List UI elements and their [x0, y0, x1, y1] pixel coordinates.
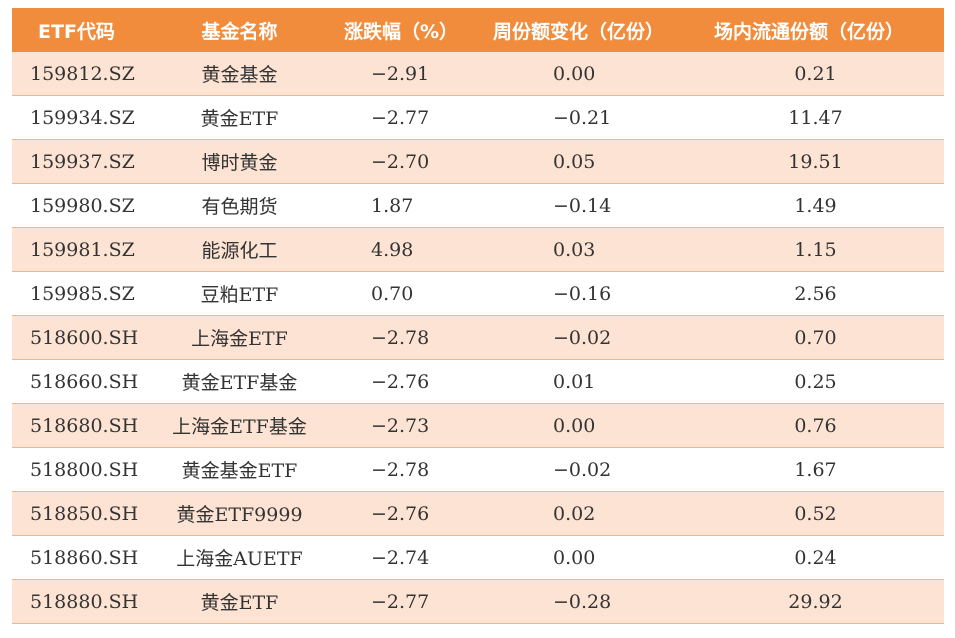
cell-change-pct: −2.77 [327, 579, 487, 624]
cell-fund-name: 黄金ETF9999 [152, 491, 327, 536]
table-row: 159980.SZ 有色期货 1.87 −0.14 1.49 [12, 183, 944, 228]
cell-etf-code: 518680.SH [12, 403, 152, 448]
cell-weekly-share-change: −0.21 [487, 95, 687, 140]
table-body: 159812.SZ 黄金基金 −2.91 0.00 0.21 159934.SZ… [12, 52, 944, 624]
table-row: 159934.SZ 黄金ETF −2.77 −0.21 11.47 [12, 95, 944, 140]
table-header: ETF代码 基金名称 涨跌幅（%） 周份额变化（亿份） 场内流通份额（亿份） [12, 8, 944, 52]
cell-change-pct: −2.91 [327, 52, 487, 96]
cell-weekly-share-change: 0.05 [487, 139, 687, 184]
table-row: 518800.SH 黄金基金ETF −2.78 −0.02 1.67 [12, 447, 944, 492]
cell-fund-name: 上海金AUETF [152, 535, 327, 580]
header-row: ETF代码 基金名称 涨跌幅（%） 周份额变化（亿份） 场内流通份额（亿份） [12, 8, 944, 52]
table-row: 159985.SZ 豆粕ETF 0.70 −0.16 2.56 [12, 271, 944, 316]
cell-etf-code: 518880.SH [12, 579, 152, 624]
cell-fund-name: 黄金基金 [152, 52, 327, 96]
cell-fund-name: 能源化工 [152, 227, 327, 272]
table-row: 518850.SH 黄金ETF9999 −2.76 0.02 0.52 [12, 491, 944, 536]
cell-floating-shares: 2.56 [687, 271, 944, 316]
cell-etf-code: 159981.SZ [12, 227, 152, 272]
cell-change-pct: 4.98 [327, 227, 487, 272]
cell-change-pct: −2.70 [327, 139, 487, 184]
header-weekly-share-change: 周份额变化（亿份） [487, 8, 687, 52]
cell-change-pct: −2.78 [327, 315, 487, 360]
cell-weekly-share-change: 0.00 [487, 535, 687, 580]
cell-weekly-share-change: 0.01 [487, 359, 687, 404]
header-fund-name: 基金名称 [152, 8, 327, 52]
cell-floating-shares: 19.51 [687, 139, 944, 184]
cell-etf-code: 518800.SH [12, 447, 152, 492]
cell-change-pct: −2.76 [327, 359, 487, 404]
header-floating-shares: 场内流通份额（亿份） [687, 8, 944, 52]
cell-weekly-share-change: −0.02 [487, 315, 687, 360]
cell-change-pct: 0.70 [327, 271, 487, 316]
cell-fund-name: 博时黄金 [152, 139, 327, 184]
cell-etf-code: 518850.SH [12, 491, 152, 536]
table-row: 518880.SH 黄金ETF −2.77 −0.28 29.92 [12, 579, 944, 624]
cell-etf-code: 159937.SZ [12, 139, 152, 184]
cell-floating-shares: 0.25 [687, 359, 944, 404]
cell-floating-shares: 29.92 [687, 579, 944, 624]
cell-floating-shares: 0.21 [687, 52, 944, 96]
cell-etf-code: 159812.SZ [12, 52, 152, 96]
cell-fund-name: 豆粕ETF [152, 271, 327, 316]
header-change-pct: 涨跌幅（%） [327, 8, 487, 52]
cell-weekly-share-change: 0.03 [487, 227, 687, 272]
table-row: 518600.SH 上海金ETF −2.78 −0.02 0.70 [12, 315, 944, 360]
table-row: 159981.SZ 能源化工 4.98 0.03 1.15 [12, 227, 944, 272]
cell-fund-name: 上海金ETF [152, 315, 327, 360]
etf-table: ETF代码 基金名称 涨跌幅（%） 周份额变化（亿份） 场内流通份额（亿份） 1… [12, 8, 944, 624]
cell-fund-name: 黄金ETF [152, 579, 327, 624]
cell-weekly-share-change: 0.02 [487, 491, 687, 536]
cell-floating-shares: 0.70 [687, 315, 944, 360]
table-row: 518860.SH 上海金AUETF −2.74 0.00 0.24 [12, 535, 944, 580]
etf-table-container: ETF代码 基金名称 涨跌幅（%） 周份额变化（亿份） 场内流通份额（亿份） 1… [12, 8, 944, 624]
cell-fund-name: 上海金ETF基金 [152, 403, 327, 448]
cell-weekly-share-change: −0.28 [487, 579, 687, 624]
cell-weekly-share-change: −0.02 [487, 447, 687, 492]
cell-etf-code: 518860.SH [12, 535, 152, 580]
cell-floating-shares: 1.15 [687, 227, 944, 272]
cell-fund-name: 黄金ETF [152, 95, 327, 140]
cell-weekly-share-change: −0.14 [487, 183, 687, 228]
cell-change-pct: −2.78 [327, 447, 487, 492]
header-etf-code: ETF代码 [12, 8, 152, 52]
cell-change-pct: −2.76 [327, 491, 487, 536]
cell-fund-name: 黄金ETF基金 [152, 359, 327, 404]
cell-change-pct: −2.73 [327, 403, 487, 448]
cell-floating-shares: 0.52 [687, 491, 944, 536]
cell-etf-code: 159985.SZ [12, 271, 152, 316]
cell-change-pct: −2.77 [327, 95, 487, 140]
cell-etf-code: 518660.SH [12, 359, 152, 404]
cell-etf-code: 159980.SZ [12, 183, 152, 228]
cell-change-pct: −2.74 [327, 535, 487, 580]
cell-fund-name: 有色期货 [152, 183, 327, 228]
cell-floating-shares: 1.67 [687, 447, 944, 492]
cell-floating-shares: 0.24 [687, 535, 944, 580]
cell-floating-shares: 1.49 [687, 183, 944, 228]
cell-floating-shares: 0.76 [687, 403, 944, 448]
cell-change-pct: 1.87 [327, 183, 487, 228]
cell-weekly-share-change: 0.00 [487, 403, 687, 448]
table-row: 518660.SH 黄金ETF基金 −2.76 0.01 0.25 [12, 359, 944, 404]
table-row: 518680.SH 上海金ETF基金 −2.73 0.00 0.76 [12, 403, 944, 448]
table-row: 159812.SZ 黄金基金 −2.91 0.00 0.21 [12, 52, 944, 96]
cell-floating-shares: 11.47 [687, 95, 944, 140]
cell-etf-code: 159934.SZ [12, 95, 152, 140]
cell-etf-code: 518600.SH [12, 315, 152, 360]
table-row: 159937.SZ 博时黄金 −2.70 0.05 19.51 [12, 139, 944, 184]
cell-weekly-share-change: 0.00 [487, 52, 687, 96]
cell-fund-name: 黄金基金ETF [152, 447, 327, 492]
cell-weekly-share-change: −0.16 [487, 271, 687, 316]
